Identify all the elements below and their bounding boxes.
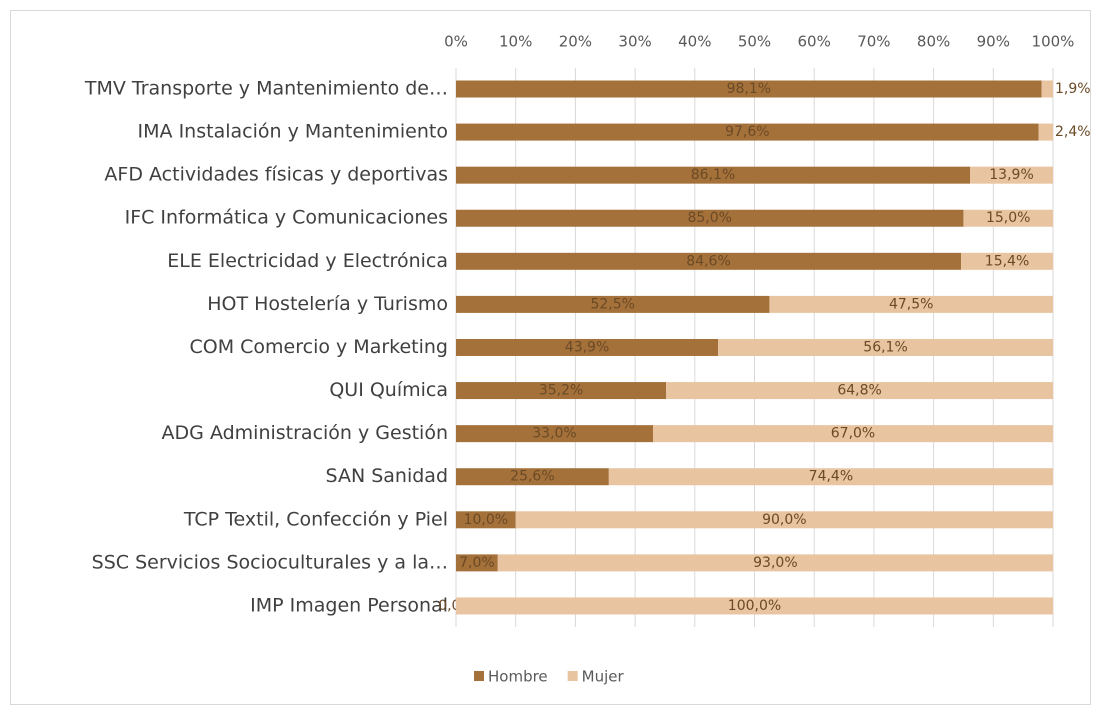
x-tick-label: 100% (1032, 33, 1075, 51)
category-label: TCP Textil, Confección y Piel (183, 508, 448, 530)
data-label: 86,1% (691, 167, 735, 183)
bar-segment (653, 425, 1053, 443)
data-label: 98,1% (727, 81, 771, 97)
bar-segment (456, 338, 719, 356)
category-label: SAN Sanidad (326, 465, 448, 487)
bar-segment (456, 80, 1042, 98)
bar-segment (608, 468, 1053, 486)
data-label: 56,1% (863, 339, 907, 355)
bar-segment (456, 425, 654, 443)
data-label: 25,6% (510, 469, 554, 485)
category-label: ADG Administración y Gestión (162, 422, 448, 444)
bar-segment (515, 511, 1053, 529)
bar-segment (456, 252, 962, 270)
legend-label: Hombre (488, 668, 548, 686)
data-label: 2,4% (1055, 124, 1091, 140)
category-label: QUI Química (329, 379, 448, 401)
bar-segment (769, 295, 1053, 313)
data-label: 33,0% (532, 426, 576, 442)
bar-segment (1041, 80, 1053, 98)
bar-segment (456, 209, 964, 227)
x-tick-label: 80% (917, 33, 950, 51)
x-tick-label: 90% (977, 33, 1010, 51)
bar-segment (666, 382, 1053, 400)
bar-segment (961, 252, 1053, 270)
x-tick-label: 40% (678, 33, 711, 51)
data-label: 43,9% (565, 339, 609, 355)
x-tick-label: 50% (738, 33, 771, 51)
legend-label: Mujer (582, 668, 625, 686)
x-tick-label: 30% (618, 33, 651, 51)
data-label: 15,0% (986, 210, 1030, 226)
category-label: AFD Actividades físicas y deportivas (104, 164, 448, 186)
bar-segment (963, 209, 1053, 227)
category-label: HOT Hostelería y Turismo (207, 293, 448, 315)
x-tick-label: 70% (857, 33, 890, 51)
bar-segment (456, 554, 498, 572)
category-label: ELE Electricidad y Electrónica (167, 250, 448, 272)
data-label: 47,5% (889, 296, 933, 312)
category-label: COM Comercio y Marketing (189, 336, 448, 358)
category-label: IMA Instalación y Mantenimiento (138, 121, 448, 143)
bar-segment (497, 554, 1053, 572)
data-label: 35,2% (539, 383, 583, 399)
data-label: 67,0% (831, 426, 875, 442)
data-label: 84,6% (686, 253, 730, 269)
x-tick-label: 60% (798, 33, 831, 51)
x-tick-label: 10% (499, 33, 532, 51)
data-label: 13,9% (989, 167, 1033, 183)
data-label: 74,4% (809, 469, 853, 485)
bar-segment (970, 166, 1053, 184)
legend-swatch (567, 671, 578, 681)
bar-segment (1038, 123, 1053, 141)
data-label: 52,5% (590, 296, 634, 312)
data-label: 97,6% (725, 124, 769, 140)
category-label: IFC Informática y Comunicaciones (125, 207, 448, 229)
bar-segment (456, 295, 770, 313)
legend-swatch (474, 671, 484, 681)
data-label: 85,0% (687, 210, 731, 226)
data-label: 64,8% (837, 383, 881, 399)
data-label: 90,0% (762, 512, 806, 528)
bar-segment (456, 166, 971, 184)
data-label: 15,4% (985, 253, 1029, 269)
x-tick-label: 0% (444, 33, 468, 51)
data-label: 93,0% (753, 555, 797, 571)
data-label: 10,0% (464, 512, 508, 528)
bar-segment (456, 597, 1053, 615)
bar-segment (456, 468, 609, 486)
category-label: SSC Servicios Socioculturales y a la… (92, 551, 448, 573)
category-label: IMP Imagen Personal (250, 594, 448, 616)
bar-segment (456, 123, 1039, 141)
data-label: 7,0% (459, 555, 495, 571)
bar-segment (456, 511, 516, 529)
category-label: TMV Transporte y Mantenimiento de… (84, 78, 448, 100)
data-label: 100,0% (728, 598, 781, 614)
data-label: 1,9% (1055, 81, 1091, 97)
x-tick-label: 20% (559, 33, 592, 51)
bar-segment (718, 338, 1053, 356)
bar-segment (456, 382, 667, 400)
